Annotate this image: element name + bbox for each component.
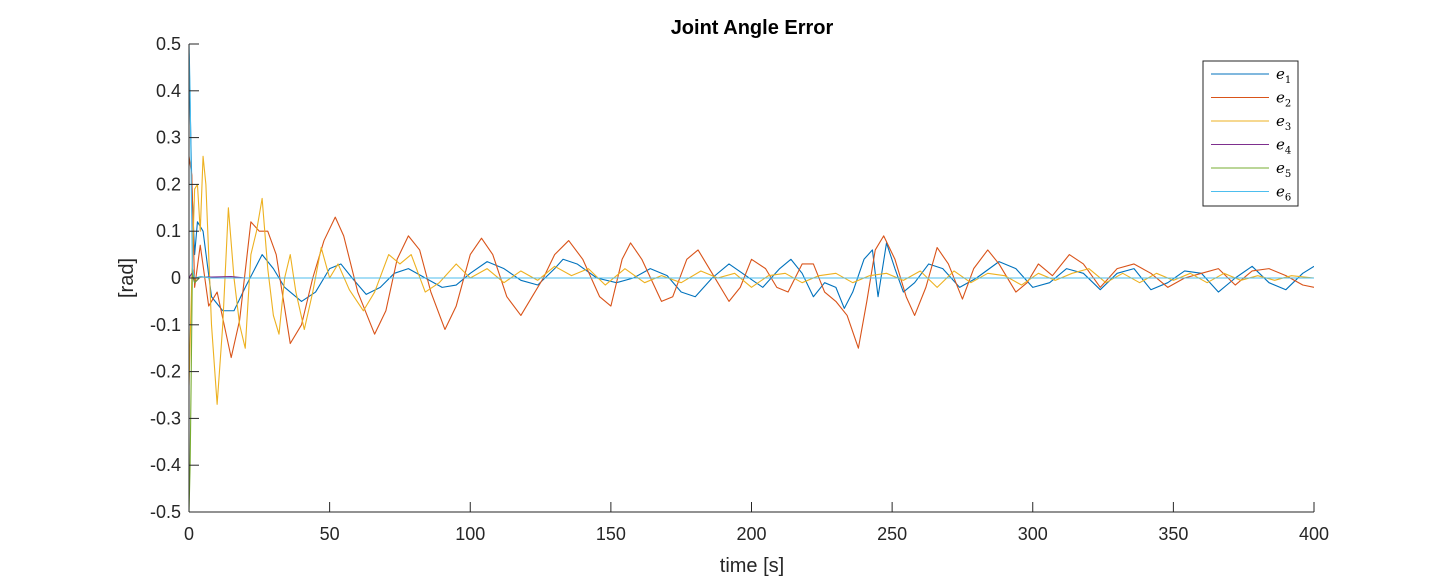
- legend-entry-subscript: 1: [1285, 75, 1291, 86]
- legend-entry-label: e6: [1276, 183, 1291, 204]
- plot-area: [189, 44, 1314, 512]
- legend-entry-name: e: [1276, 65, 1285, 83]
- y-tick-label: -0.2: [150, 362, 181, 382]
- y-tick-label: -0.4: [150, 455, 181, 475]
- series-line-e2: [189, 156, 1314, 359]
- legend-entry-label: e1: [1276, 65, 1291, 86]
- legend-entry-subscript: 6: [1285, 193, 1291, 204]
- legend-entry-label: e5: [1276, 159, 1291, 180]
- x-tick-label: 0: [184, 524, 194, 544]
- legend-entry-label: e3: [1276, 112, 1291, 133]
- y-tick-label: 0.1: [156, 221, 181, 241]
- x-tick-label: 300: [1018, 524, 1048, 544]
- y-tick-label: -0.5: [150, 502, 181, 522]
- y-tick-label: 0.4: [156, 81, 181, 101]
- x-tick-label: 150: [596, 524, 626, 544]
- x-tick-label: 50: [320, 524, 340, 544]
- chart-title: Joint Angle Error: [671, 17, 834, 39]
- y-tick-label: -0.1: [150, 315, 181, 335]
- series-group: [189, 44, 1314, 512]
- legend-entry-label: e4: [1276, 136, 1291, 157]
- legend-entry-name: e: [1276, 112, 1285, 130]
- legend-entry-name: e: [1276, 136, 1285, 154]
- legend-box: [1202, 60, 1299, 207]
- legend-entry-subscript: 5: [1285, 169, 1291, 180]
- legend-entry-subscript: 2: [1285, 99, 1291, 110]
- legend-entry-name: e: [1276, 159, 1285, 177]
- series-line-e6: [189, 44, 1314, 279]
- y-tick-label: 0.5: [156, 34, 181, 54]
- series-line-e3: [189, 155, 1314, 405]
- x-tick-label: 200: [736, 524, 766, 544]
- legend-entry-name: e: [1276, 183, 1285, 201]
- legend-entry-subscript: 3: [1285, 122, 1291, 133]
- y-tick-label: 0: [171, 268, 181, 288]
- y-tick-label: 0.2: [156, 174, 181, 194]
- legend-entry-subscript: 4: [1285, 146, 1291, 157]
- x-tick-label: 350: [1158, 524, 1188, 544]
- y-tick-label: -0.3: [150, 408, 181, 428]
- legend-entry-name: e: [1276, 89, 1285, 107]
- x-axis-label: time [s]: [720, 555, 784, 577]
- y-tick-label: 0.3: [156, 128, 181, 148]
- y-axis-label: [rad]: [116, 258, 138, 298]
- x-tick-label: 400: [1299, 524, 1329, 544]
- x-tick-label: 250: [877, 524, 907, 544]
- series-line-e5: [189, 268, 1314, 512]
- legend-entry-label: e2: [1276, 89, 1291, 110]
- x-tick-label: 100: [455, 524, 485, 544]
- series-line-e1: [189, 53, 1314, 312]
- axes: 0 50 100 150 200 250 300 350 400 0.5 0.4 0.3 0.2 0.1 0…: [150, 34, 1329, 544]
